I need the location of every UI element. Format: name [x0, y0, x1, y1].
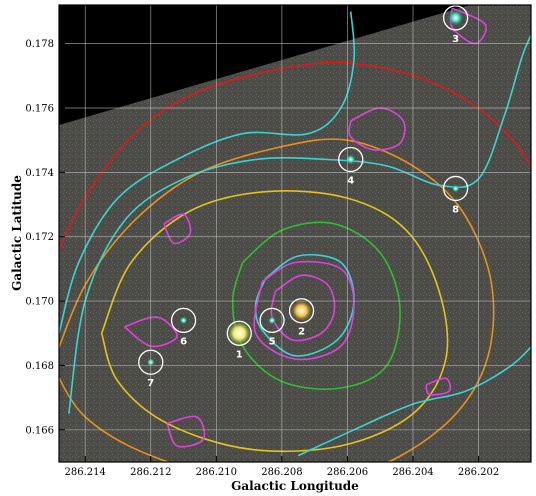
x-tick-label: 286.214 — [65, 467, 106, 478]
source-label-8: 8 — [452, 204, 459, 215]
grid-layer — [59, 5, 531, 462]
source-label-5: 5 — [269, 336, 276, 347]
x-tick-label: 286.210 — [196, 467, 237, 478]
source-emission — [345, 154, 356, 165]
y-tick-label: 0.166 — [25, 425, 54, 436]
source-marker-8 — [442, 175, 469, 202]
y-tick-label: 0.176 — [25, 103, 54, 114]
contour-line — [297, 345, 531, 457]
source-label-3: 3 — [452, 34, 459, 45]
source-emission — [447, 9, 464, 26]
source-label-4: 4 — [347, 175, 354, 186]
contour-line — [124, 316, 178, 348]
source-emission — [451, 184, 460, 193]
y-tick-label: 0.170 — [25, 297, 54, 308]
y-tick-label: 0.174 — [25, 168, 54, 179]
x-tick-label: 286.212 — [130, 467, 171, 478]
contour-line — [59, 11, 356, 334]
contour-line — [163, 213, 192, 245]
source-emission — [179, 316, 188, 325]
x-axis-label: Galactic Longitude — [231, 479, 359, 493]
contour-line — [68, 33, 531, 414]
x-tick-label: 286.208 — [261, 467, 302, 478]
source-label-2: 2 — [298, 327, 305, 338]
source-marker-2 — [288, 298, 315, 324]
source-label-1: 1 — [236, 349, 243, 360]
contour-layer — [59, 7, 531, 462]
x-tick-label: 286.206 — [327, 467, 368, 478]
source-emission — [290, 299, 313, 322]
axis-layer: 286.214 286.212 286.210 286.208 286.206 286.2… — [25, 39, 499, 478]
source-emission — [226, 320, 253, 347]
source-marker-5 — [259, 307, 285, 334]
contour-line — [59, 61, 531, 253]
source-marker-3 — [442, 5, 469, 31]
contour-line — [253, 260, 355, 361]
contour-line — [166, 415, 206, 448]
y-tick-label: 0.178 — [25, 39, 54, 50]
x-tick-label: 286.204 — [392, 467, 433, 478]
source-marker-6 — [170, 307, 197, 334]
contour-line — [59, 138, 495, 462]
plot-frame — [58, 4, 532, 463]
contour-line — [100, 190, 449, 453]
y-tick-label: 0.168 — [25, 361, 54, 372]
y-tick-label: 0.172 — [25, 232, 54, 243]
x-tick-label: 286.202 — [458, 467, 499, 478]
contour-line — [425, 377, 452, 396]
source-marker-4 — [338, 146, 364, 173]
y-axis-label: Galactic Latitude — [10, 175, 24, 291]
source-label-6: 6 — [180, 336, 187, 347]
source-marker-1 — [226, 320, 252, 346]
source-emission — [268, 316, 277, 325]
